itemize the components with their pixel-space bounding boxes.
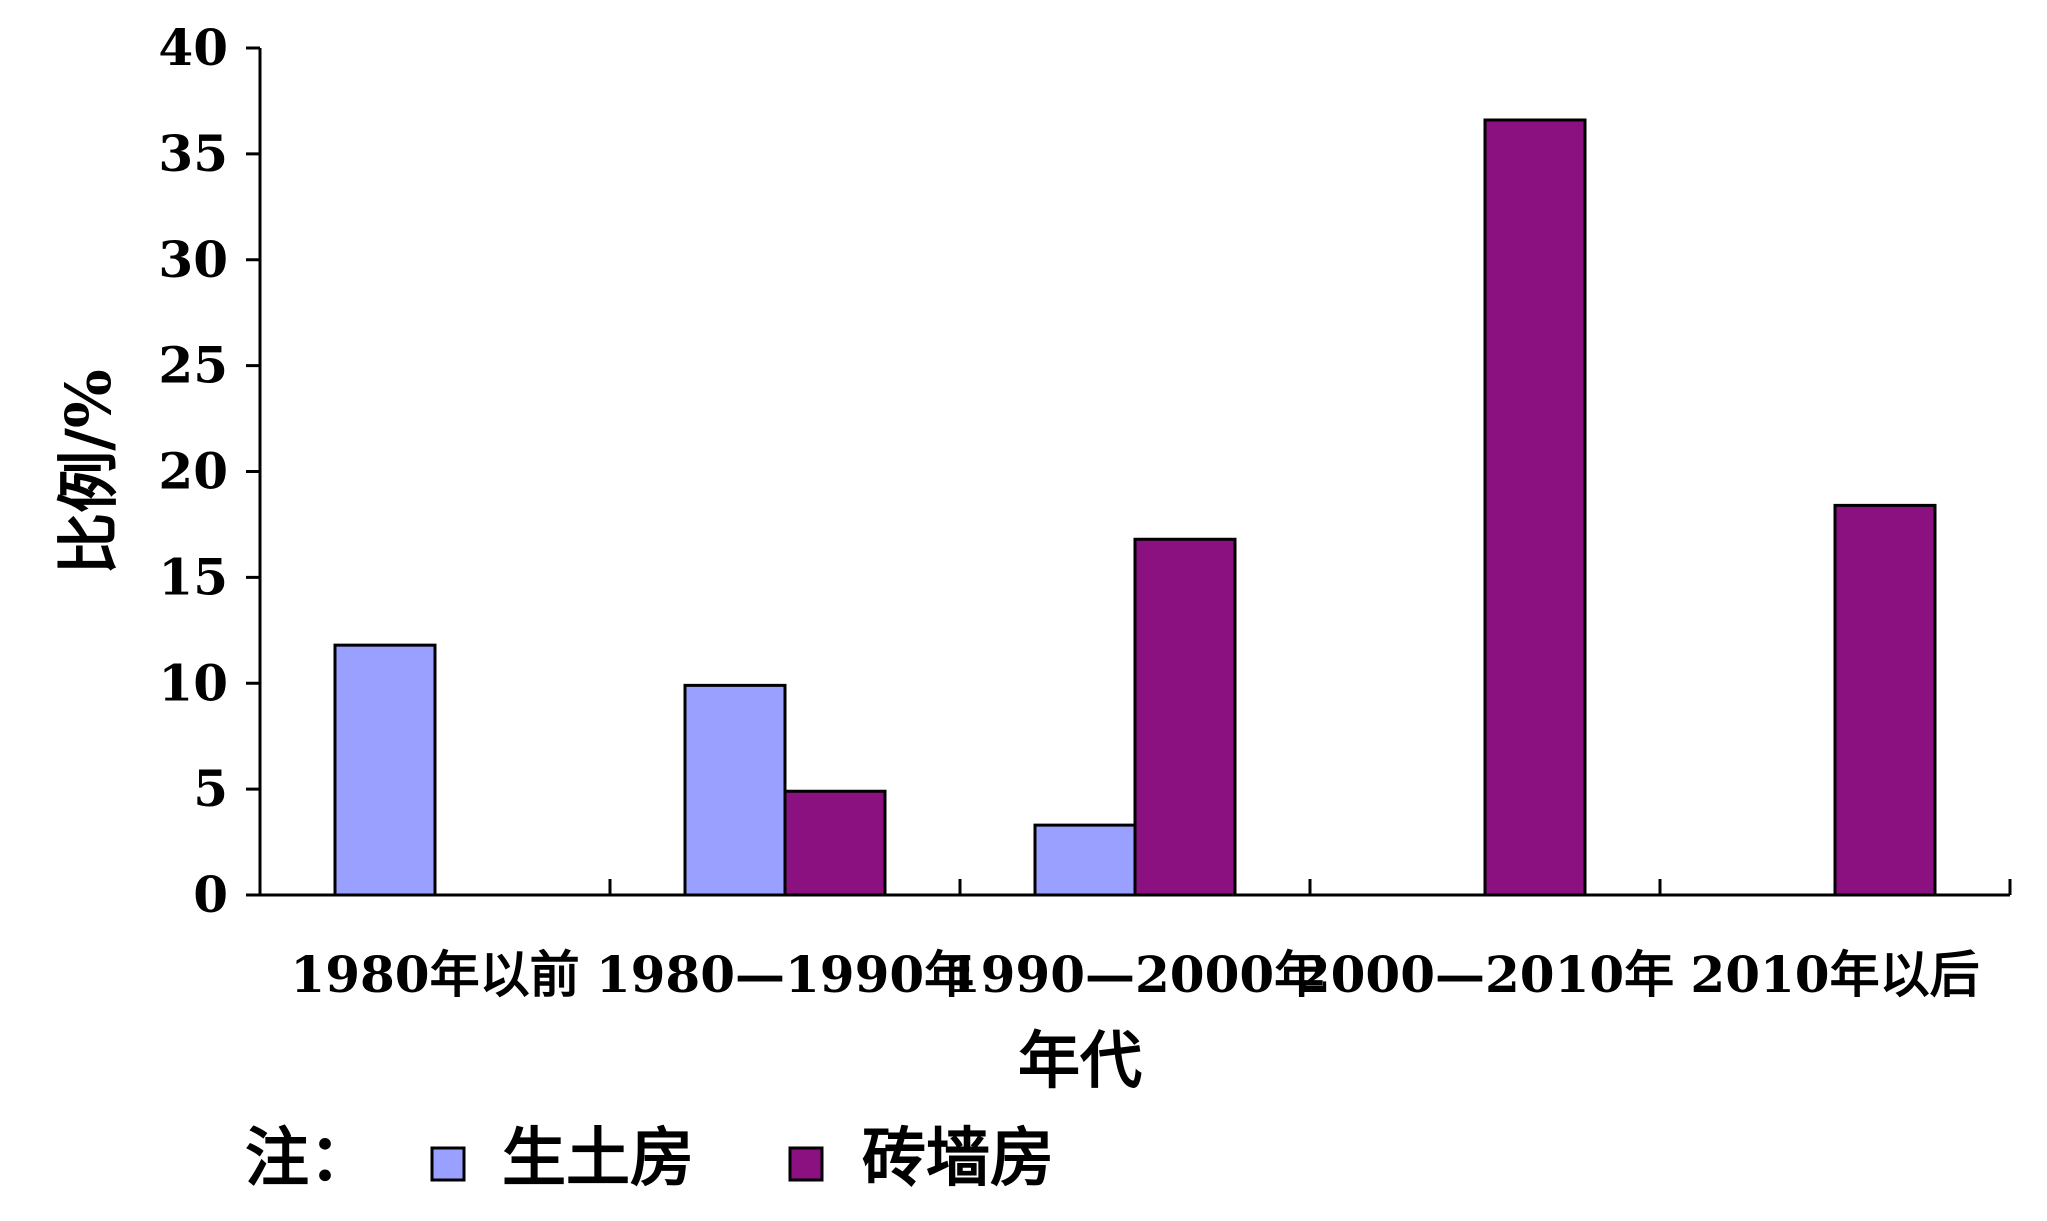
x-axis-title: 年代 (1018, 1024, 1142, 1097)
y-tick-label: 40 (158, 18, 228, 77)
bars-layer (333, 118, 1937, 897)
legend-swatch-series-1 (430, 1146, 466, 1182)
y-axis-title: 比例/% (52, 369, 125, 575)
bar-series-2-category-4 (1483, 118, 1587, 897)
y-tick-label: 5 (193, 759, 228, 818)
x-category-label: 1980年以前 (290, 945, 579, 1004)
legend: 注： 生土房 砖墙房 (245, 1121, 1054, 1196)
legend-swatch-series-2 (788, 1146, 824, 1182)
x-category-label: 2010年以后 (1690, 945, 1979, 1004)
bar-series-1-category-3 (1033, 823, 1137, 897)
legend-label-series-1: 生土房 (502, 1121, 694, 1196)
x-category-label: 2000—2010年 (1296, 945, 1674, 1004)
x-category-label: 1990—2000年 (946, 945, 1324, 1004)
x-category-label: 1980—1990年 (596, 945, 974, 1004)
bar-series-2-category-5 (1833, 503, 1937, 897)
bar-series-1-category-2 (683, 683, 787, 897)
y-tick-label: 10 (158, 653, 228, 712)
y-tick-label: 20 (158, 442, 228, 501)
y-ticks-layer: 0 5 10 15 20 25 30 35 40 (158, 18, 260, 924)
legend-label-series-2: 砖墙房 (862, 1121, 1054, 1196)
y-tick-label: 15 (158, 547, 228, 606)
y-tick-label: 0 (193, 865, 228, 924)
legend-prefix: 注： (245, 1121, 373, 1196)
bar-series-2-category-2 (783, 789, 887, 897)
y-tick-label: 30 (158, 230, 228, 289)
y-tick-label: 35 (158, 124, 228, 183)
y-tick-label: 25 (158, 336, 228, 395)
bar-series-2-category-3 (1133, 537, 1237, 897)
bar-series-1-category-1 (333, 643, 437, 897)
